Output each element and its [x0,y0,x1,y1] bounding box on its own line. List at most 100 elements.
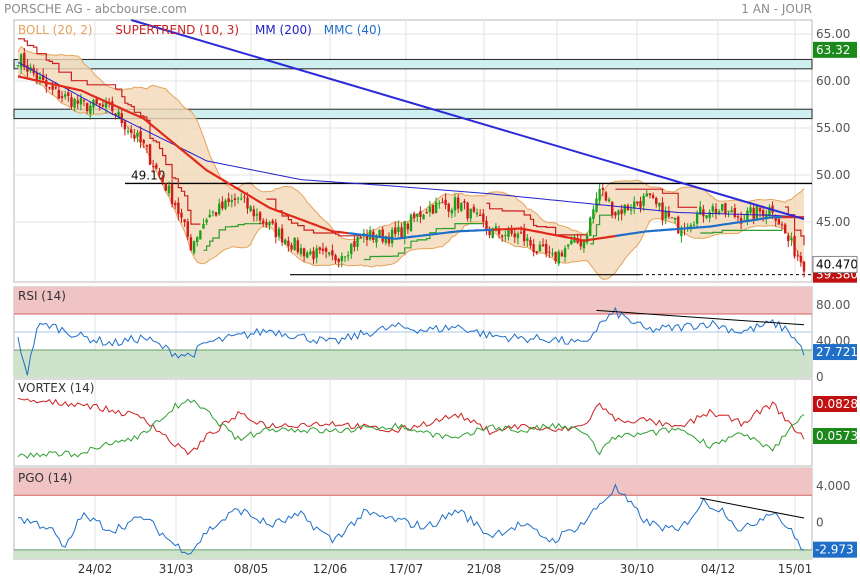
candle-body [702,209,705,217]
candle-body [538,244,542,252]
candle-body [252,209,255,217]
x-tick-label: 17/07 [389,562,424,576]
candle-body [343,256,347,258]
supertrend-line [700,229,782,234]
vortex-title: VORTEX (14) [18,381,95,395]
candle-body [214,212,218,216]
candle-body [337,258,340,263]
pgo-last-label: -2.973 [815,543,854,557]
candle-body [554,252,557,262]
x-tick-label: 21/08 [467,562,502,576]
candle-body [438,202,441,204]
candle-body [560,252,564,257]
chart-title: PORSCHE AG - abcbourse.com [4,2,187,16]
candle-body [507,228,510,237]
candle-body [246,197,249,209]
candle-body [186,221,189,237]
candle-body [787,235,790,241]
candle-body [180,212,183,218]
candle-body [16,65,20,67]
candle-body [670,217,674,219]
candle-body [799,256,803,263]
candle-body [711,206,715,212]
candle-body [390,229,394,244]
candle-body [463,201,466,203]
y-tick-label: 50.00 [816,168,850,182]
bollinger-band-fill [18,46,804,280]
candle-body [667,212,671,217]
candle-body [447,203,450,212]
candle-body [551,253,554,255]
candle-body [19,54,23,68]
candle-body [114,113,117,116]
candle-body [183,219,186,223]
candle-body [95,98,98,105]
candle-body [227,198,230,203]
candle-body [397,226,400,233]
candle-body [450,209,454,214]
candle-body [318,247,322,250]
candle-body [403,221,406,239]
x-tick-label: 30/10 [620,562,655,576]
candle-body [293,237,296,250]
candle-body [48,87,51,89]
candle-body [478,214,482,217]
candle-body [601,187,604,190]
x-tick-label: 15/01 [778,562,813,576]
candle-body [290,245,293,250]
candle-body [104,102,108,108]
candle-body [280,228,284,243]
x-tick-label: 31/03 [159,562,194,576]
candle-body [192,241,196,253]
pgo-trendline [700,497,805,519]
candle-body [655,197,658,205]
candle-body [460,203,463,211]
price-badge-top-bg [813,41,857,58]
candle-body [692,224,696,226]
candle-body [714,208,718,214]
candle-body [444,199,447,206]
candle-body [469,208,472,219]
candle-body [177,202,180,214]
candle-body [519,232,523,234]
candle-body [243,196,246,198]
candle-body [589,217,592,236]
candle-body [302,248,306,257]
candle-body [312,250,315,260]
candle-body [126,131,130,133]
resistance-zone [13,108,813,120]
candle-body [85,103,89,112]
legend-entry-3: MMC (40) [324,23,382,37]
resistance-zone [13,58,813,70]
candle-body [38,76,42,80]
candle-body [677,216,680,234]
candle-body [387,236,391,244]
pgo-tick-label: 4.000 [816,479,850,493]
candle-body [189,237,193,251]
candle-body [35,73,39,80]
candle-body [136,132,139,137]
candle-body [629,209,633,211]
candle-body [268,222,271,226]
candle-body [199,230,202,240]
candle-body [790,237,793,241]
candle-body [346,255,350,257]
candle-body [541,244,545,247]
candle-body [708,212,711,218]
vortex-neg-line [17,397,805,456]
candle-body [752,207,755,219]
candle-body [331,250,334,256]
supertrend-line [785,206,805,246]
candle-body [453,197,457,211]
candle-body [475,212,479,215]
candle-body [780,224,784,226]
candle-body [41,74,45,81]
candle-body [63,94,67,97]
candle-body [400,227,403,238]
candle-body [513,233,516,238]
candle-body [777,218,781,225]
candle-body [633,201,636,209]
candle-body [532,244,535,252]
candle-body [394,227,397,234]
legend-entry-0: BOLL (20, 2) [18,23,93,37]
